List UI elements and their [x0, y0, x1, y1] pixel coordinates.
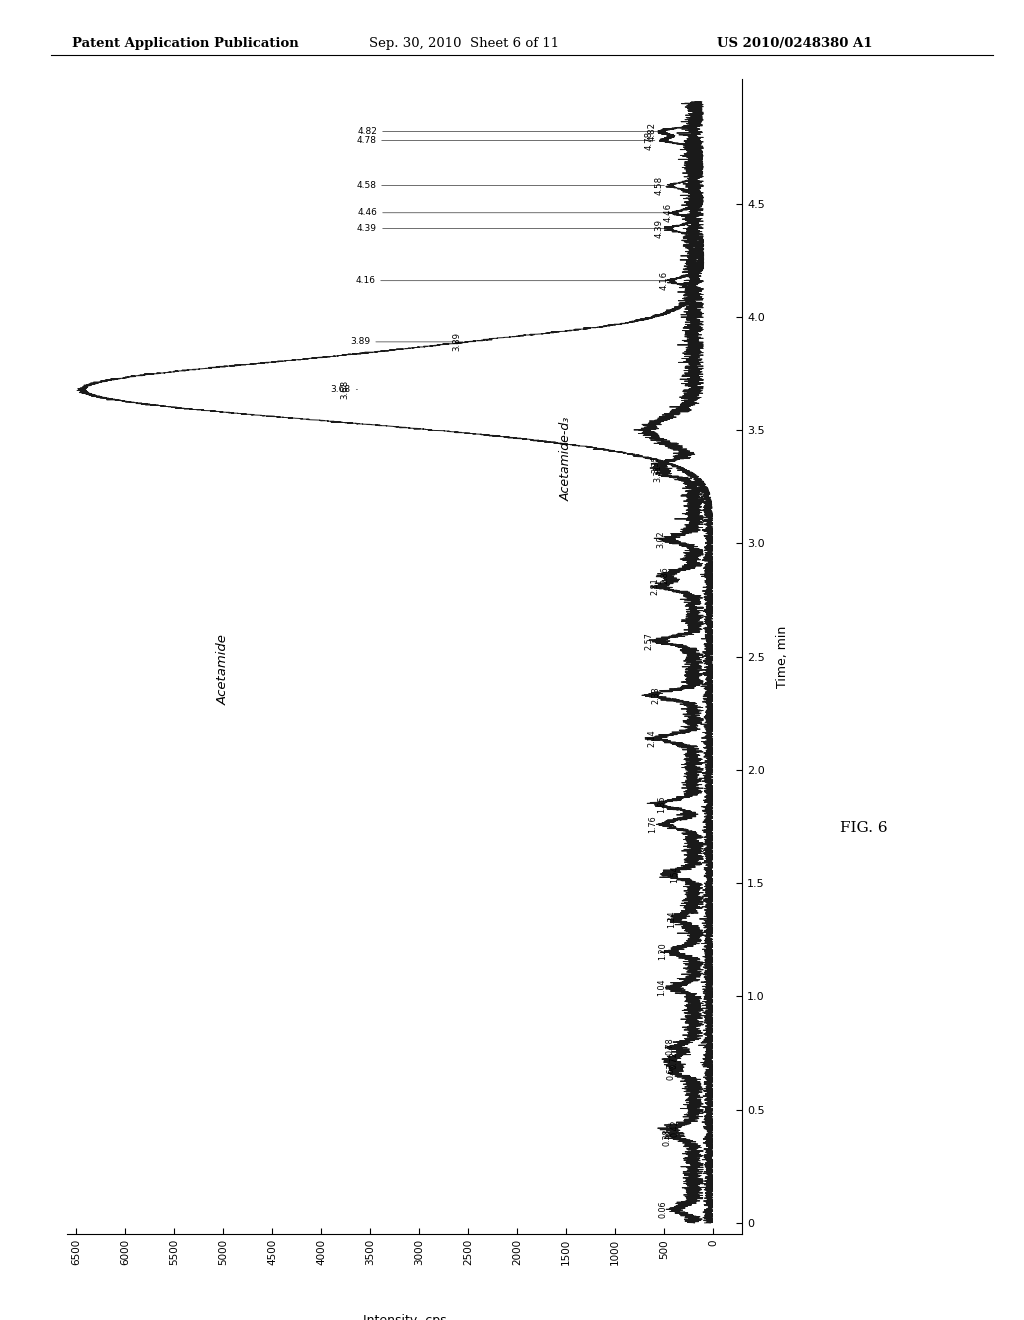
Text: 1.20: 1.20 — [658, 942, 668, 960]
Text: 3.89: 3.89 — [350, 338, 463, 346]
Text: 1.76: 1.76 — [648, 816, 657, 833]
Text: FIG. 6: FIG. 6 — [840, 821, 888, 834]
Text: 0.06: 0.06 — [658, 1200, 668, 1218]
Text: 4.39: 4.39 — [654, 219, 664, 238]
Text: 2.33: 2.33 — [651, 686, 659, 704]
Text: US 2010/0248380 A1: US 2010/0248380 A1 — [717, 37, 872, 50]
Text: 0.78: 0.78 — [665, 1038, 674, 1055]
Text: Sep. 30, 2010  Sheet 6 of 11: Sep. 30, 2010 Sheet 6 of 11 — [369, 37, 559, 50]
Text: 0.72: 0.72 — [670, 1051, 678, 1069]
Text: 0.67: 0.67 — [667, 1063, 676, 1080]
Text: 2.86: 2.86 — [660, 566, 670, 583]
Text: 4.58: 4.58 — [356, 181, 665, 190]
Text: 4.39: 4.39 — [357, 224, 665, 234]
Text: 4.46: 4.46 — [357, 209, 673, 218]
Text: 3.89: 3.89 — [453, 333, 462, 351]
Text: 4.16: 4.16 — [659, 271, 669, 290]
Text: 4.78: 4.78 — [356, 136, 655, 145]
Text: 4.46: 4.46 — [664, 203, 672, 222]
Text: 3.31: 3.31 — [653, 465, 663, 482]
Text: 4.82: 4.82 — [357, 127, 657, 136]
Text: 2.81: 2.81 — [650, 578, 659, 595]
Text: 2.14: 2.14 — [647, 730, 656, 747]
Text: 4.16: 4.16 — [355, 276, 670, 285]
Text: 3.35: 3.35 — [651, 455, 660, 473]
Text: 3.02: 3.02 — [656, 531, 666, 548]
Text: 0.38: 0.38 — [663, 1129, 672, 1146]
Text: 1.54: 1.54 — [670, 866, 679, 883]
Text: Patent Application Publication: Patent Application Publication — [72, 37, 298, 50]
Text: 1.34: 1.34 — [668, 911, 677, 928]
Text: Acetamide: Acetamide — [217, 634, 229, 705]
Text: 2.57: 2.57 — [645, 632, 653, 649]
Text: 4.82: 4.82 — [647, 121, 656, 141]
Text: 0.42: 0.42 — [671, 1119, 680, 1137]
Text: 1.04: 1.04 — [657, 978, 667, 997]
Text: 4.58: 4.58 — [654, 176, 664, 195]
Text: Acetamide-d₃: Acetamide-d₃ — [559, 417, 572, 502]
X-axis label: Intensity, cps: Intensity, cps — [362, 1313, 446, 1320]
Y-axis label: Time, min: Time, min — [776, 626, 790, 688]
Text: 3.68: 3.68 — [331, 385, 357, 393]
Text: 1.85: 1.85 — [657, 795, 667, 813]
Text: 3.68: 3.68 — [341, 380, 350, 399]
Text: 4.78: 4.78 — [645, 131, 654, 150]
